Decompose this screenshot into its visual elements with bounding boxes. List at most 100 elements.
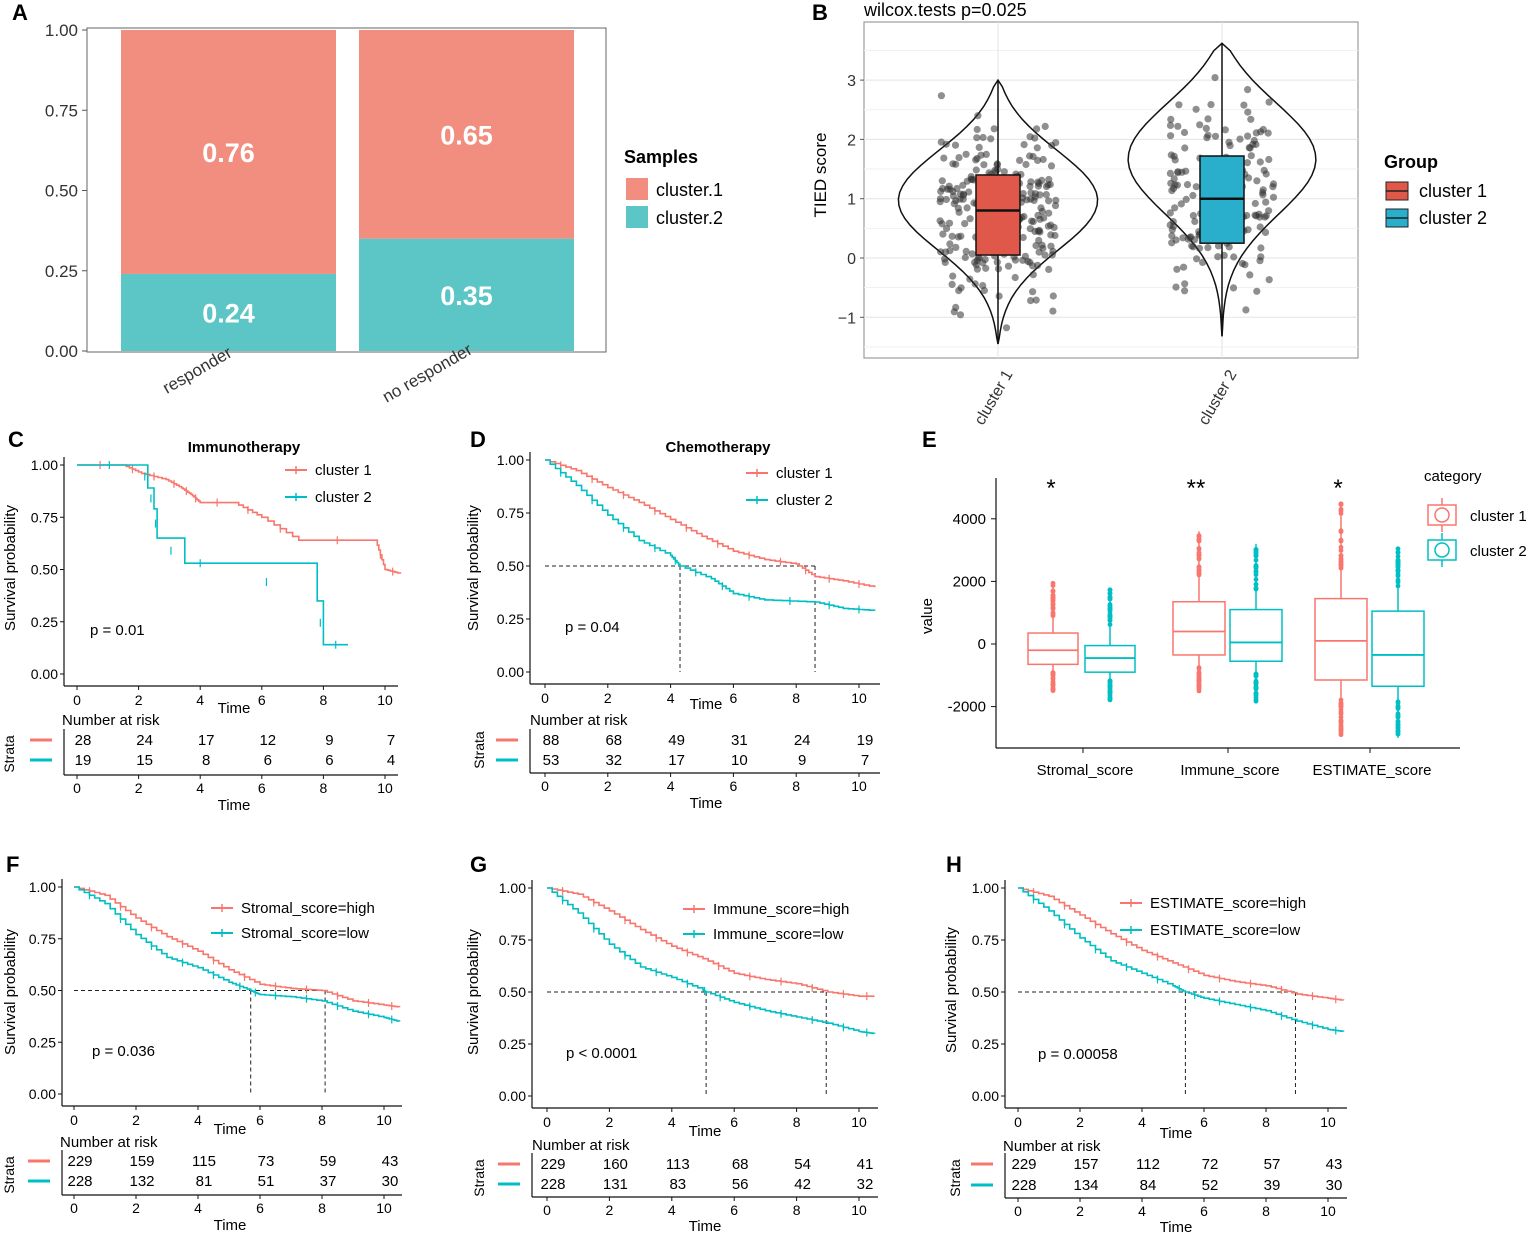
risk-count: 228 xyxy=(67,1173,92,1190)
risk-count: 228 xyxy=(540,1176,565,1193)
legend-label: ESTIMATE_score=high xyxy=(1150,895,1306,912)
risk-count: 59 xyxy=(320,1153,337,1170)
data-point xyxy=(1019,233,1027,242)
panel-label: B xyxy=(812,0,828,25)
risk-x-axis-label: Time xyxy=(690,795,723,812)
outlier-point xyxy=(1395,550,1401,556)
risk-table-title: Number at risk xyxy=(60,1134,158,1151)
chart-title: Chemotherapy xyxy=(665,439,771,456)
data-point xyxy=(1036,191,1044,199)
y-tick-label: 1.00 xyxy=(31,457,58,473)
data-point xyxy=(1199,258,1207,266)
data-point xyxy=(948,280,956,288)
box xyxy=(1371,610,1425,688)
data-point xyxy=(1211,74,1219,82)
data-point xyxy=(979,133,987,142)
data-point xyxy=(1214,253,1222,261)
x-tick-label: 10 xyxy=(1320,1114,1336,1130)
data-point xyxy=(1181,280,1189,288)
y-axis-label: Survival probability xyxy=(943,927,960,1053)
data-point xyxy=(1251,199,1259,208)
data-point xyxy=(953,184,961,193)
panel-h: H 0.00 0.25 0.50 0.75 1.00 0 2 4 6 8 10 229 157 112 72… xyxy=(943,852,1347,1233)
data-point xyxy=(1202,124,1210,132)
data-point xyxy=(1196,121,1204,129)
data-point xyxy=(1265,207,1273,215)
data-point xyxy=(1189,191,1197,200)
legend-label: cluster 2 xyxy=(776,492,833,509)
risk-table-title: Number at risk xyxy=(530,712,628,729)
data-point xyxy=(948,232,956,240)
risk-x-tick-label: 0 xyxy=(541,778,549,794)
y-tick-label: 1.00 xyxy=(499,880,526,896)
outlier-point xyxy=(1395,546,1401,552)
panel-label: C xyxy=(8,427,24,452)
y-tick-label: 0.50 xyxy=(497,558,524,574)
data-point xyxy=(1265,155,1273,164)
risk-x-tick-label: 8 xyxy=(1262,1203,1270,1219)
p-value: p < 0.0001 xyxy=(566,1045,637,1062)
data-point xyxy=(1029,288,1037,296)
x-tick-label: 6 xyxy=(1200,1114,1208,1130)
risk-count: 134 xyxy=(1073,1177,1098,1194)
x-tick-label: 8 xyxy=(793,1114,801,1130)
data-point xyxy=(979,282,987,290)
outlier-point xyxy=(1050,672,1056,678)
data-point xyxy=(952,303,960,311)
data-label: 0.65 xyxy=(440,120,493,150)
outlier-point xyxy=(1338,727,1344,732)
strata-label: Strata xyxy=(471,731,487,769)
panel-a: A 0.240.760.350.65 0.000.250.500.751.00 … xyxy=(12,0,723,407)
survival-curve xyxy=(77,464,348,646)
outlier-point xyxy=(1050,597,1056,603)
risk-x-tick-label: 4 xyxy=(196,780,204,796)
data-point xyxy=(1032,296,1040,304)
data-point xyxy=(952,160,960,168)
data-point xyxy=(1179,234,1187,242)
risk-count: 112 xyxy=(1136,1156,1160,1173)
legend-title: Group xyxy=(1384,152,1438,172)
outlier-point xyxy=(1107,615,1113,620)
outlier-point xyxy=(1338,556,1344,561)
data-point xyxy=(1049,292,1057,300)
data-point xyxy=(1000,168,1008,176)
data-point xyxy=(1180,128,1189,137)
data-point xyxy=(1029,271,1037,279)
data-point xyxy=(1211,132,1220,140)
risk-x-tick-label: 6 xyxy=(1200,1203,1208,1219)
x-tick-label: 4 xyxy=(194,1112,202,1128)
panel-d: D Chemotherapy 0.000.250.500.751.000 2 4 6 8… xyxy=(465,427,880,812)
risk-count: 68 xyxy=(605,732,622,749)
y-tick-label: -2000 xyxy=(948,699,986,716)
data-point xyxy=(1257,253,1265,261)
panel-label: H xyxy=(946,852,962,877)
data-point xyxy=(1192,183,1200,191)
risk-x-tick-label: 2 xyxy=(132,1200,140,1216)
outlier-point xyxy=(1338,529,1344,535)
y-tick-label: 4000 xyxy=(953,511,986,528)
risk-count: 4 xyxy=(387,752,395,769)
x-tick-label: cluster 2 xyxy=(1196,367,1241,428)
outlier-point xyxy=(1253,681,1259,687)
risk-count: 131 xyxy=(603,1176,628,1193)
y-axis-label: TIED score xyxy=(811,132,830,217)
risk-x-tick-label: 4 xyxy=(668,1202,676,1218)
x-tick-label: 4 xyxy=(196,692,204,708)
data-point xyxy=(974,112,982,120)
significance-marker: * xyxy=(1333,475,1342,502)
box xyxy=(1314,597,1368,681)
data-point xyxy=(952,243,960,251)
legend-label: cluster 1 xyxy=(1470,508,1527,525)
data-point xyxy=(1229,284,1238,292)
y-tick-label: 0.25 xyxy=(972,1036,999,1052)
data-point xyxy=(1188,242,1196,250)
y-tick-label: 2000 xyxy=(953,573,986,590)
data-point xyxy=(1183,181,1192,189)
p-value: p = 0.01 xyxy=(90,622,145,639)
y-tick-label: 0.00 xyxy=(499,1088,526,1104)
x-tick-label: 6 xyxy=(730,1114,738,1130)
data-point xyxy=(1230,253,1238,261)
risk-count: 113 xyxy=(666,1156,690,1173)
panel-label: F xyxy=(6,852,19,877)
